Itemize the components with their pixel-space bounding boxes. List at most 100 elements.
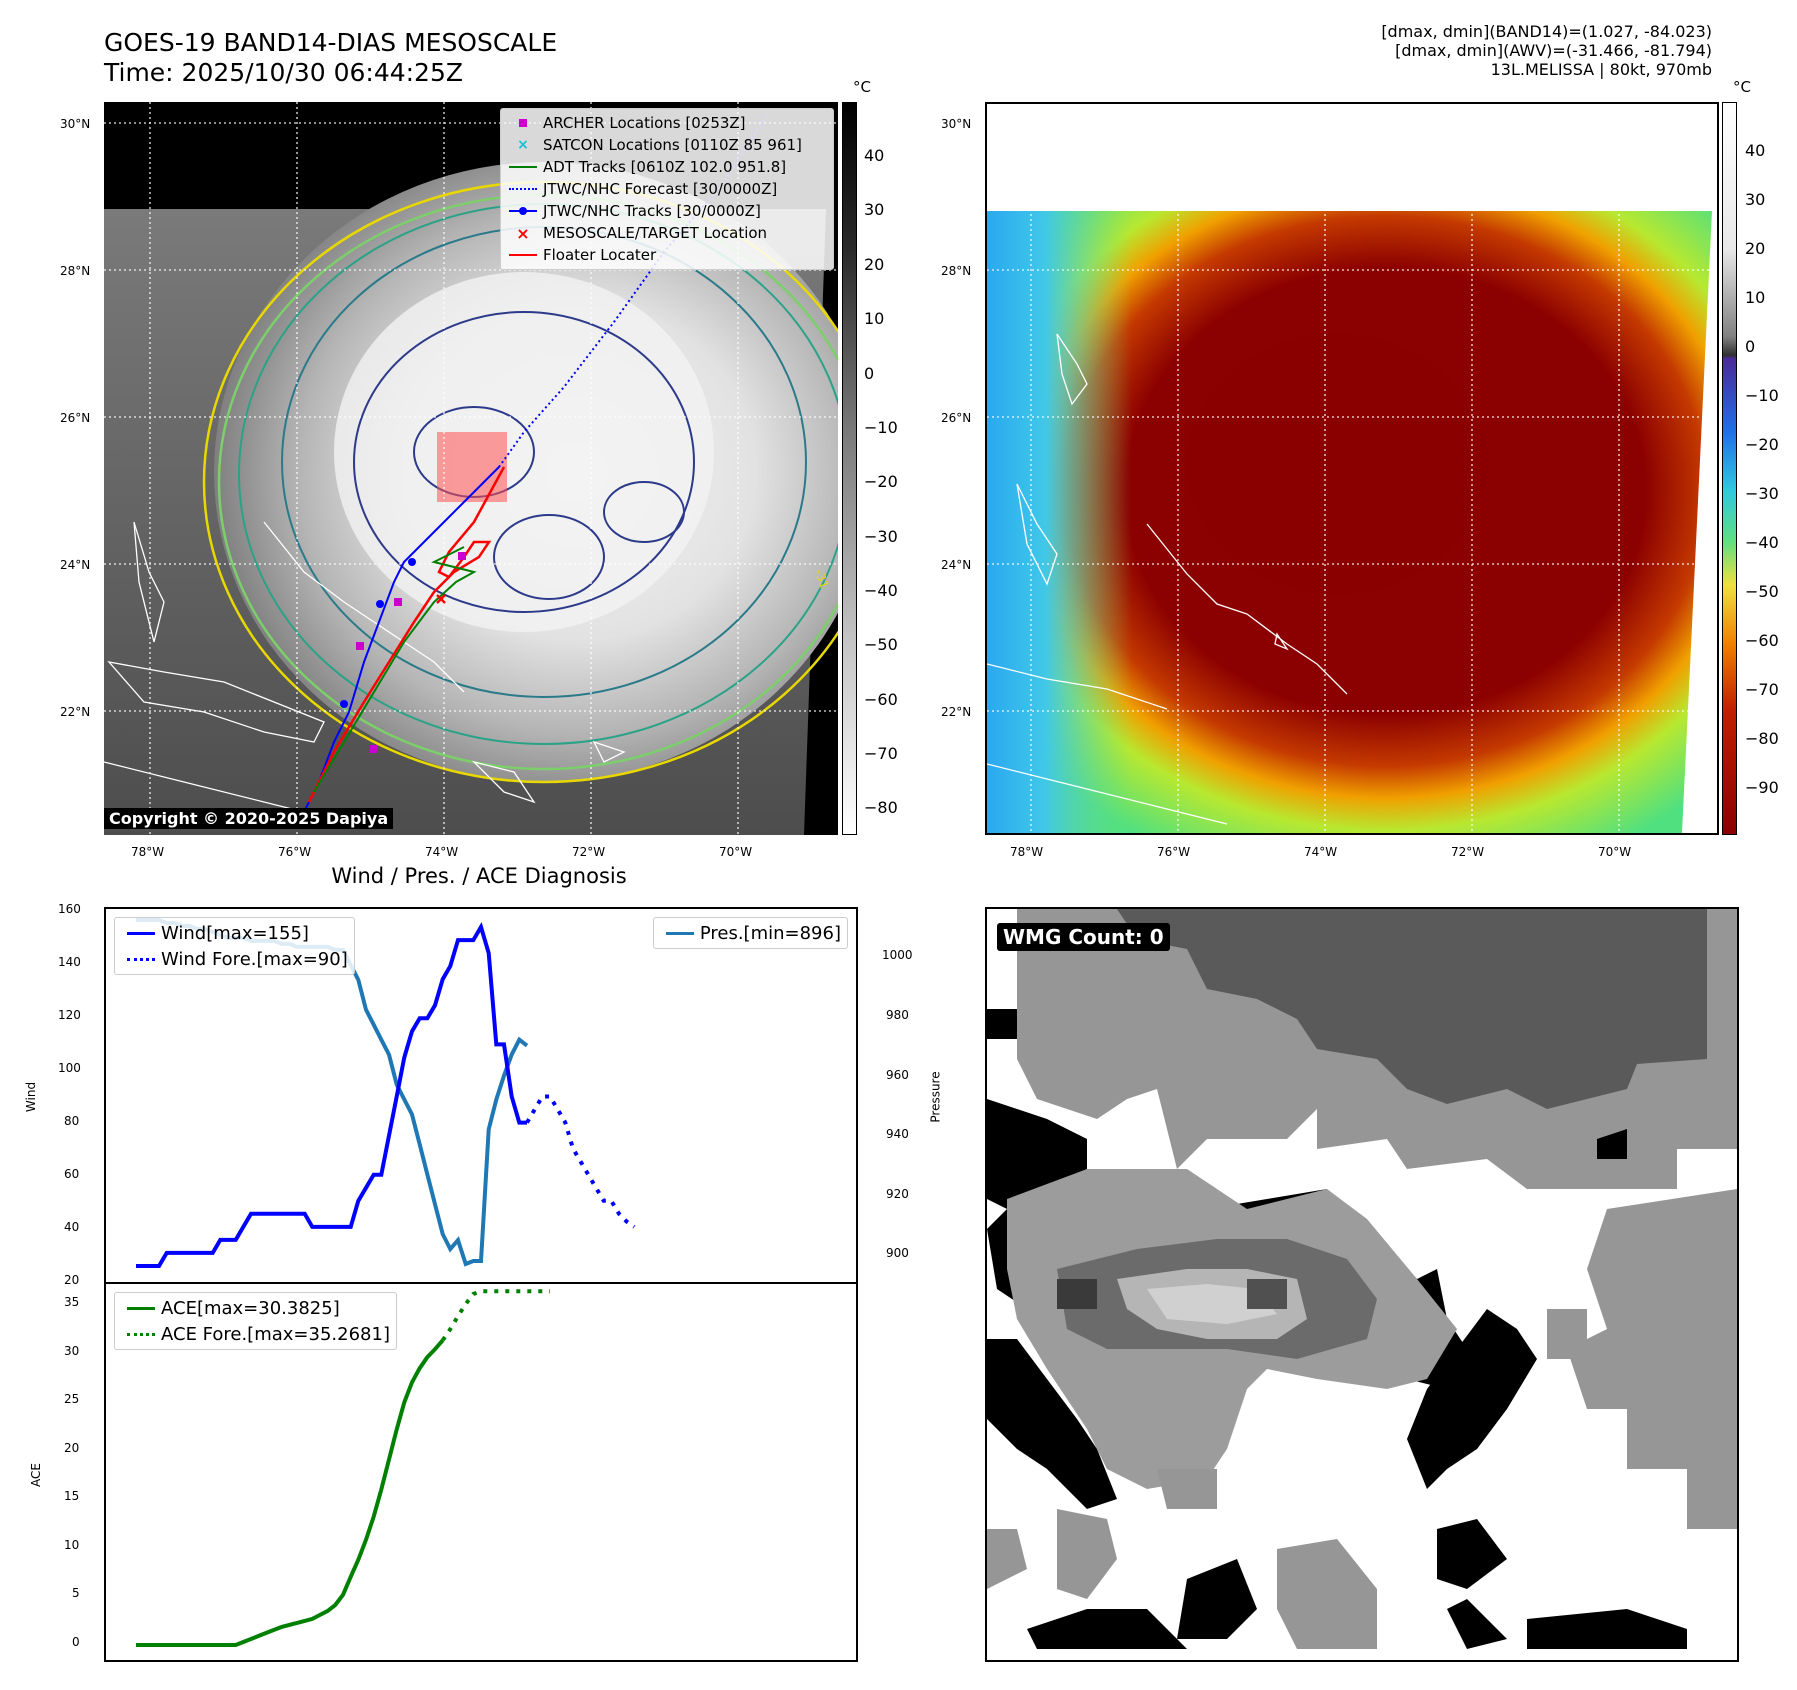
legend-archer: ARCHER Locations [0253Z] <box>503 112 831 134</box>
enhanced-ir-image <box>987 104 1717 833</box>
ace-tick: 0 <box>72 1635 80 1649</box>
wind-axis-label: Wind <box>24 1081 39 1113</box>
colorbar-tick: −70 <box>864 744 898 763</box>
legend-forecast: JTWC/NHC Forecast [30/0000Z] <box>503 178 831 200</box>
wind-tick: 80 <box>64 1114 80 1128</box>
line-icon <box>121 931 161 935</box>
colorbar-tick: 30 <box>1745 190 1766 209</box>
dotted-line-icon <box>503 188 543 190</box>
lon-label: 76°W <box>1157 845 1191 859</box>
map-legend: ARCHER Locations [0253Z] × SATCON Locati… <box>500 108 834 270</box>
wind-tick: 60 <box>64 1167 80 1181</box>
line-icon <box>503 166 543 168</box>
dot-line-icon <box>503 207 543 215</box>
x-icon: × <box>516 223 530 243</box>
info-line-3: 13L.MELISSA | 80kt, 970mb <box>1490 60 1712 79</box>
colorbar-tick: −50 <box>1745 582 1779 601</box>
wmg-count-label: WMG Count: 0 <box>997 923 1170 951</box>
colorbar-tick: −40 <box>864 581 898 600</box>
ace-series-line <box>136 1338 445 1647</box>
line-icon <box>503 254 543 256</box>
grayscale-colorbar <box>842 102 857 835</box>
legend-wind-forecast: Wind Fore.[max=90] <box>121 946 348 972</box>
pressure-axis-label: Pressure <box>928 1071 943 1123</box>
colorbar-tick: −60 <box>1745 631 1779 650</box>
colorbar-tick: 20 <box>864 255 885 274</box>
legend-pressure: Pres.[min=896] <box>660 920 841 946</box>
ace-svg <box>136 1289 550 1647</box>
lon-label: 70°W <box>1598 845 1632 859</box>
colorbar-tick: −50 <box>864 635 898 654</box>
colorbar-tick: 40 <box>1745 141 1766 160</box>
ace-tick: 30 <box>64 1344 80 1358</box>
dotted-line-icon <box>121 957 161 961</box>
pressure-tick: 980 <box>886 1008 909 1022</box>
colorbar-tick: −20 <box>1745 435 1779 454</box>
lon-label: 78°W <box>131 845 165 859</box>
wind-series-line <box>136 922 527 1268</box>
legend-wind: Wind[max=155] <box>121 920 348 946</box>
legend-satcon: × SATCON Locations [0110Z 85 961] <box>503 134 831 156</box>
colorbar-tick: 30 <box>864 200 885 219</box>
wmg-image <box>987 909 1737 1660</box>
legend-ace-forecast: ACE Fore.[max=35.2681] <box>121 1321 390 1347</box>
wind-tick: 120 <box>58 1008 81 1022</box>
legend-ace: ACE[max=30.3825] <box>121 1295 390 1321</box>
info-line-1: [dmax, dmin](BAND14)=(1.027, -84.023) <box>1381 22 1712 41</box>
lat-label: 30°N <box>941 117 972 131</box>
ace-tick: 35 <box>64 1295 80 1309</box>
pressure-tick: 920 <box>886 1187 909 1201</box>
chart-title: GOES-19 BAND14-DIAS MESOSCALE Time: 2025… <box>104 28 557 88</box>
wind-legend: Wind[max=155] Wind Fore.[max=90] <box>114 917 355 975</box>
colorbar-tick: −80 <box>1745 729 1779 748</box>
x-icon: × <box>517 137 529 153</box>
lon-label: 74°W <box>425 845 459 859</box>
lon-label: 70°W <box>719 845 753 859</box>
lat-label: 26°N <box>60 411 91 425</box>
diagnosis-title: Wind / Pres. / ACE Diagnosis <box>331 864 627 888</box>
colorbar-tick: 10 <box>1745 288 1766 307</box>
ace-tick: 15 <box>64 1489 80 1503</box>
lon-label: 78°W <box>1010 845 1044 859</box>
ace-axis-label: ACE <box>28 1463 43 1487</box>
title-line-1: GOES-19 BAND14-DIAS MESOSCALE <box>104 28 558 57</box>
pressure-tick: 940 <box>886 1127 909 1141</box>
colorbar-tick: 0 <box>864 364 875 383</box>
wind-pressure-plot: Wind[max=155] Wind Fore.[max=90] Pres.[m… <box>104 907 858 1282</box>
colorbar-unit: °C <box>853 78 871 96</box>
ace-legend: ACE[max=30.3825] ACE Fore.[max=35.2681] <box>114 1292 397 1350</box>
colorbar-tick: −90 <box>1745 778 1779 797</box>
pressure-tick: 960 <box>886 1068 909 1082</box>
info-line-2: [dmax, dmin](AWV)=(-31.466, -81.794) <box>1395 41 1712 60</box>
legend-target: × MESOSCALE/TARGET Location <box>503 222 831 244</box>
square-icon <box>503 119 543 127</box>
color-colorbar <box>1722 102 1737 835</box>
colorbar-tick: 40 <box>864 146 885 165</box>
colorbar-tick: −30 <box>1745 484 1779 503</box>
colorbar-tick: −10 <box>864 418 898 437</box>
enhanced-ir-map <box>985 102 1719 835</box>
pressure-tick: 900 <box>886 1246 909 1260</box>
lon-label: 72°W <box>1451 845 1485 859</box>
lat-label: 24°N <box>60 558 91 572</box>
ir-map: ARCHER Locations [0253Z] × SATCON Locati… <box>103 102 886 835</box>
storm-info: [dmax, dmin](BAND14)=(1.027, -84.023) [d… <box>1381 22 1712 79</box>
colorbar-tick: −40 <box>1745 533 1779 552</box>
lon-label: 74°W <box>1304 845 1338 859</box>
ace-plot: ACE[max=30.3825] ACE Fore.[max=35.2681] <box>104 1282 858 1662</box>
dotted-line-icon <box>121 1332 161 1336</box>
ace-tick: 10 <box>64 1538 80 1552</box>
pressure-tick: 1000 <box>882 948 913 962</box>
wind-fore-series-line <box>525 1094 636 1229</box>
title-line-2: Time: 2025/10/30 06:44:25Z <box>104 58 463 87</box>
colorbar-tick: 0 <box>1745 337 1756 356</box>
copyright-label: Copyright © 2020-2025 Dapiya <box>104 808 394 829</box>
lat-label: 22°N <box>941 705 972 719</box>
wind-tick: 20 <box>64 1273 80 1287</box>
wind-tick: 100 <box>58 1061 81 1075</box>
colorbar-tick: −80 <box>864 798 898 817</box>
pressure-legend: Pres.[min=896] <box>652 917 848 949</box>
colorbar-tick: −60 <box>864 690 898 709</box>
lat-label: 28°N <box>941 264 972 278</box>
wind-tick: 40 <box>64 1220 80 1234</box>
